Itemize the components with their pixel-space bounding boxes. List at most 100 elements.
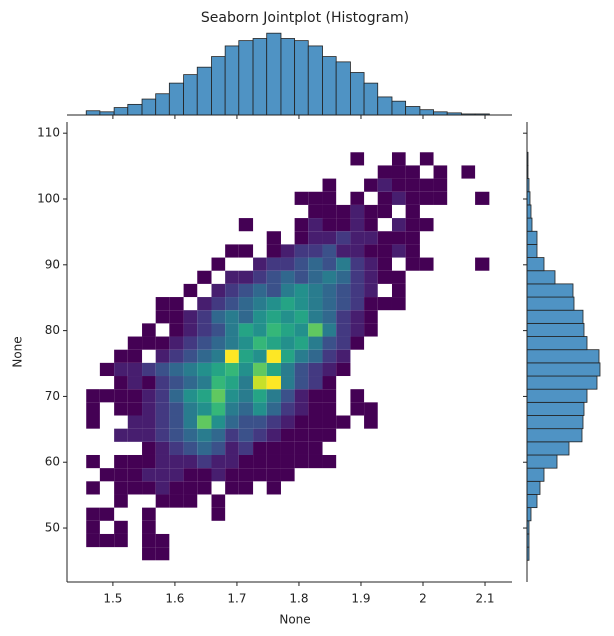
heat-cell (238, 244, 254, 258)
heat-cell (114, 468, 128, 482)
heat-cell (308, 336, 323, 350)
heat-cell (225, 283, 239, 298)
heat-cell (211, 454, 226, 469)
heat-cell (322, 244, 337, 258)
heat-cell (225, 244, 239, 258)
heat-cell (253, 376, 267, 390)
heat-cell (183, 349, 198, 363)
heat-cell (197, 270, 212, 284)
heat-cell (294, 389, 309, 403)
heat-cell (253, 441, 267, 455)
heat-cell (433, 191, 448, 205)
histogram-bar (526, 428, 583, 443)
heat-cell (294, 218, 309, 232)
heat-cell (294, 362, 309, 377)
heat-cell (350, 257, 365, 271)
heat-cell (308, 323, 323, 337)
heat-cell (142, 441, 156, 455)
heat-cell (183, 376, 198, 390)
heat-cell (142, 323, 156, 337)
histogram-bar (252, 38, 268, 116)
heat-cell (308, 454, 323, 469)
histogram-bar (238, 40, 254, 116)
heat-cell (99, 389, 115, 403)
heat-cell (266, 323, 281, 337)
heat-cell (266, 415, 281, 429)
heat-cell (294, 441, 309, 455)
heat-cell (294, 402, 309, 416)
heat-cell (211, 376, 226, 390)
heat-cell (155, 336, 170, 350)
heat-cell (238, 389, 254, 403)
x-tick-label: 1.5 (103, 592, 122, 606)
heat-cell (364, 415, 378, 429)
heat-cell (294, 349, 309, 363)
heat-cell (294, 244, 309, 258)
heat-cell (280, 297, 295, 311)
heat-cell (419, 152, 434, 166)
histogram-bar (526, 230, 538, 245)
histogram-bar (127, 103, 143, 116)
heat-cell (211, 336, 226, 350)
heat-cell (280, 441, 295, 455)
heat-cell (253, 336, 267, 350)
heat-cell (322, 191, 337, 205)
heat-cell (142, 402, 156, 416)
heat-cell (294, 323, 309, 337)
histogram-bar (526, 270, 556, 285)
heat-cell (280, 310, 295, 324)
heat-cell (169, 310, 184, 324)
heat-cell (308, 415, 323, 429)
heat-cell (266, 362, 281, 377)
heat-cell (253, 283, 267, 298)
heat-cell (280, 468, 295, 482)
heat-cell (225, 468, 239, 482)
heat-cell (294, 310, 309, 324)
heat-cell (336, 283, 351, 298)
histogram-bar (526, 415, 584, 430)
heat-cell (169, 428, 184, 442)
heat-cell (364, 310, 378, 324)
heat-cell (169, 441, 184, 455)
heat-cell (211, 257, 226, 271)
heat-cell (197, 481, 212, 495)
heat-cell (377, 165, 392, 179)
heat-cell (350, 336, 365, 350)
heat-cell (280, 415, 295, 429)
heat-cell (364, 218, 378, 232)
heat-cell (377, 297, 392, 311)
heat-cell (211, 297, 226, 311)
heat-cell (183, 415, 198, 429)
heat-cell (475, 191, 490, 205)
heat-cell (183, 428, 198, 442)
heat-cell (238, 428, 254, 442)
heat-cell (377, 204, 392, 219)
heat-cell (336, 204, 351, 219)
heat-cell (197, 454, 212, 469)
heat-cell (308, 283, 323, 298)
heat-cell (142, 481, 156, 495)
heat-cell (86, 520, 100, 534)
heat-cell (336, 310, 351, 324)
histogram-bar (322, 56, 337, 116)
heat-cell (155, 533, 170, 548)
heat-cell (155, 441, 170, 455)
heat-cell (155, 310, 170, 324)
heat-cell (211, 402, 226, 416)
heat-cell (142, 415, 156, 429)
heat-cell (308, 204, 323, 219)
heat-cell (155, 454, 170, 469)
heat-cell (114, 376, 128, 390)
heat-cell (169, 402, 184, 416)
heat-cell (127, 376, 143, 390)
heat-cell (433, 178, 448, 192)
heat-cell (377, 191, 392, 205)
heat-cell (475, 257, 490, 271)
heat-cell (183, 389, 198, 403)
heat-cell (253, 415, 267, 429)
heat-cell (266, 283, 281, 298)
histogram-bar (224, 45, 240, 116)
heat-cell (114, 454, 128, 469)
heat-cell (238, 468, 254, 482)
histogram-bar (307, 45, 323, 116)
